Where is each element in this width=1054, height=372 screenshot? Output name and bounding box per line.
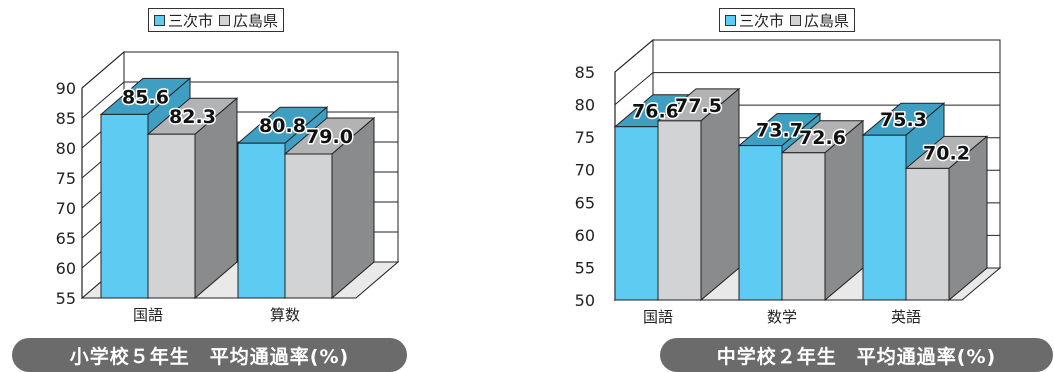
- y-tick-label: 65: [575, 193, 595, 212]
- legend-item-city: 三次市: [154, 10, 213, 31]
- legend-label-city: 三次市: [739, 11, 785, 30]
- legend-swatch-city: [154, 14, 165, 26]
- y-tick-label: 75: [575, 128, 595, 147]
- y-tick-label: 55: [575, 258, 595, 277]
- gridline-diagonal: [614, 72, 654, 105]
- bar: [614, 126, 659, 301]
- data-label: 70.2: [923, 142, 970, 164]
- data-label: 72.6: [799, 127, 846, 149]
- y-tick-label: 90: [56, 79, 76, 98]
- y-tick-label: 75: [56, 169, 76, 188]
- y-tick-label: 65: [56, 229, 76, 248]
- y-tick-label: 80: [575, 96, 595, 115]
- legend-swatch-city: [725, 14, 736, 26]
- x-category-label: 算数: [270, 306, 300, 324]
- legend-swatch-pref: [790, 14, 802, 26]
- legend: 三次市 広島県: [148, 8, 285, 32]
- legend-label-pref: 広島県: [233, 11, 279, 30]
- legend-item-pref: 広島県: [790, 10, 849, 31]
- y-tick-label: 60: [575, 226, 595, 245]
- data-label: 79.0: [306, 126, 353, 148]
- gridline-diagonal: [81, 51, 125, 89]
- bar-side: [700, 87, 740, 302]
- legend-item-pref: 広島県: [219, 10, 278, 31]
- bar: [862, 134, 907, 301]
- legend: 三次市 広島県: [719, 8, 856, 32]
- data-label: 73.7: [756, 120, 803, 142]
- chart-title-banner: 中学校２年生 平均通過率(%): [660, 338, 1053, 372]
- y-tick-label: 80: [56, 139, 76, 158]
- legend-swatch-pref: [219, 14, 231, 26]
- legend-label-city: 三次市: [168, 11, 214, 30]
- chart-panel-elementary: 三次市 広島県 55 60 65 70 75 80 85 90 国語 算数 85.6 82.3 80.8…: [0, 0, 527, 372]
- x-category-label: 国語: [133, 306, 163, 324]
- bar: [284, 153, 333, 299]
- y-tick-label: 70: [575, 161, 595, 180]
- y-tick-label: 85: [575, 63, 595, 82]
- legend-item-city: 三次市: [725, 10, 784, 31]
- data-label: 77.5: [675, 95, 722, 117]
- chart-panel-junior-high: 三次市 広島県 50 55 60 65 70 75 80 85 国語 数学 英語 76.6 77.5 73…: [527, 0, 1054, 372]
- bar: [237, 142, 286, 299]
- bar-chart-junior-high: 50 55 60 65 70 75 80 85 国語 数学 英語 76.677.5 73.772.6 75…: [575, 38, 1002, 326]
- gridline-diagonal: [614, 39, 654, 73]
- data-label: 75.3: [880, 109, 927, 131]
- bar-chart-elementary: 55 60 65 70 75 80 85 90 国語 算数 85.682.3 80.8 79.0: [56, 50, 400, 324]
- gridline-diagonal: [81, 81, 125, 119]
- y-tick-label: 60: [56, 259, 76, 278]
- bar: [738, 145, 783, 301]
- bar: [657, 120, 702, 301]
- x-category-label: 国語: [643, 308, 673, 326]
- y-tick-label: 85: [56, 109, 76, 128]
- data-label: 80.8: [259, 115, 306, 137]
- bar: [147, 133, 196, 299]
- data-label: 85.6: [122, 86, 169, 108]
- y-tick-label: 50: [575, 291, 595, 310]
- bar: [905, 167, 950, 301]
- x-category-label: 数学: [767, 308, 797, 326]
- data-label: 82.3: [169, 106, 216, 128]
- bar: [781, 152, 826, 301]
- bar: [100, 113, 149, 299]
- chart-title-banner: 小学校５年生 平均通過率(%): [12, 338, 407, 372]
- y-tick-label: 55: [56, 289, 76, 308]
- legend-label-pref: 広島県: [804, 11, 850, 30]
- y-tick-label: 70: [56, 199, 76, 218]
- data-label: 76.6: [632, 101, 679, 123]
- x-category-label: 英語: [891, 308, 921, 326]
